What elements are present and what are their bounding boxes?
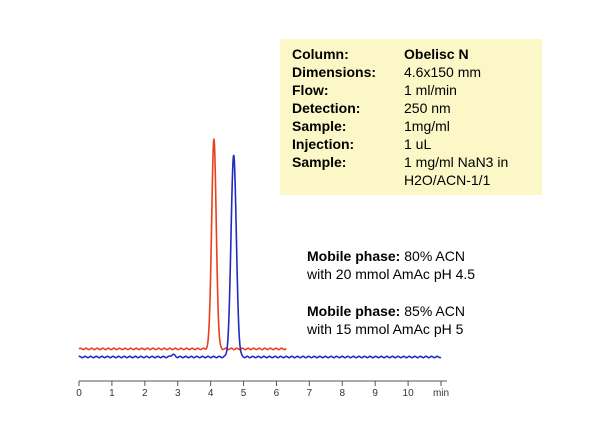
- info-value: Obelisc N: [404, 46, 469, 62]
- chromatogram-trace-red: [78, 138, 287, 351]
- info-key: Injection:: [292, 136, 355, 152]
- info-value: 1 mg/ml NaN3 in: [404, 154, 509, 170]
- info-value-continuation: H2O/ACN-1/1: [404, 172, 491, 188]
- chromatogram-trace-blue: [78, 154, 442, 359]
- x-tick-label: 3: [175, 388, 181, 399]
- note-text: 85% ACN: [400, 303, 465, 319]
- x-tick-label: 10: [403, 388, 415, 399]
- mobile-phase-note-red: Mobile phase: 80% ACN with 20 mmol AmAc …: [307, 247, 475, 283]
- info-key: Sample:: [292, 118, 347, 134]
- info-key: Dimensions:: [292, 64, 377, 80]
- info-value: 250 nm: [404, 100, 451, 116]
- mobile-phase-note-blue: Mobile phase: 85% ACN with 15 mmol AmAc …: [307, 302, 465, 338]
- x-tick-label: 2: [142, 388, 148, 399]
- x-tick-label: min: [433, 388, 449, 399]
- note-line2: with 20 mmol AmAc pH 4.5: [307, 266, 476, 282]
- method-info-box: Column: Obelisc N Dimensions: 4.6x150 mm…: [280, 39, 542, 195]
- info-value: 1 uL: [404, 136, 432, 152]
- note-label: Mobile phase:: [307, 248, 401, 264]
- x-tick-label: 9: [372, 388, 378, 399]
- x-tick-label: 5: [241, 388, 247, 399]
- info-key: Column:: [292, 46, 349, 62]
- x-tick-label: 6: [274, 388, 280, 399]
- x-tick-label: 1: [109, 388, 115, 399]
- info-key: Detection:: [292, 100, 361, 116]
- x-tick-label: 7: [307, 388, 313, 399]
- note-line2: with 15 mmol AmAc pH 5: [307, 321, 464, 337]
- note-label: Mobile phase:: [307, 303, 401, 319]
- info-value: 1mg/ml: [404, 118, 450, 134]
- info-key: Sample:: [292, 154, 347, 170]
- info-value: 1 ml/min: [404, 82, 457, 98]
- info-value: 4.6x150 mm: [404, 64, 482, 80]
- x-tick-label: 8: [339, 388, 345, 399]
- x-tick-label: 0: [76, 388, 82, 399]
- x-tick-label: 4: [208, 388, 214, 399]
- note-text: 80% ACN: [400, 248, 465, 264]
- info-key: Flow:: [292, 82, 329, 98]
